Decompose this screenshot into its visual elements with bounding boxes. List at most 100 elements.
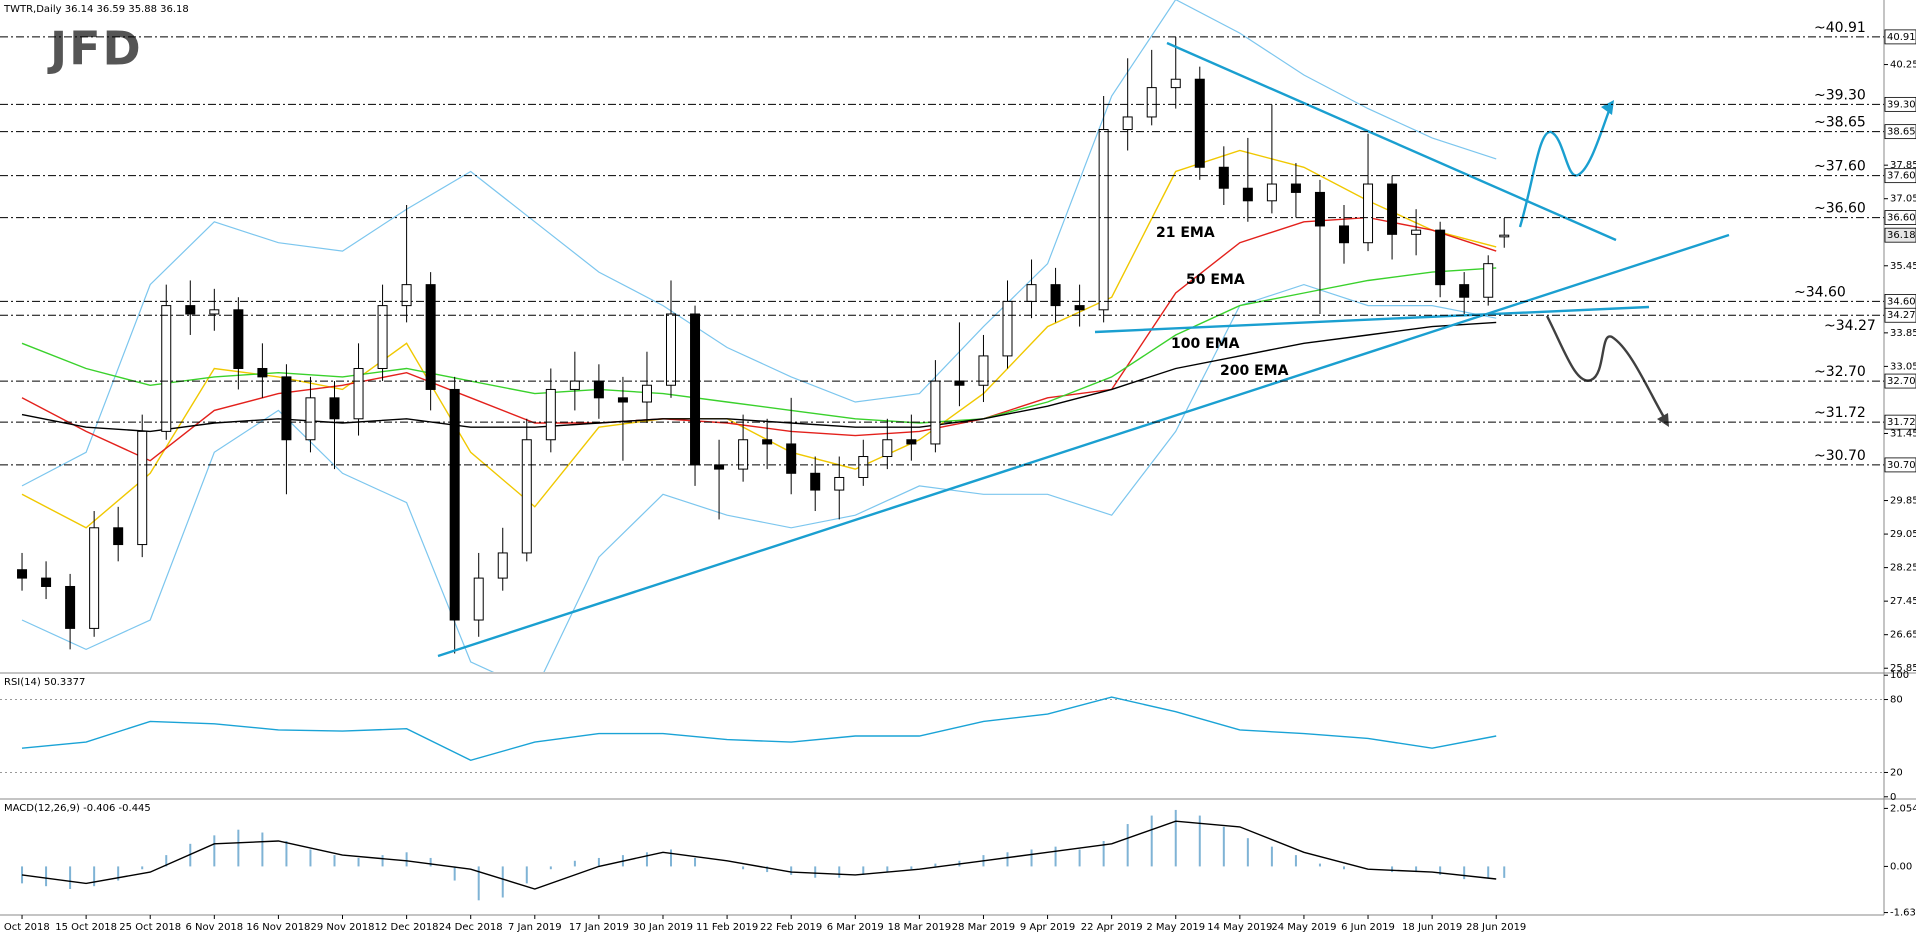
x-tick-label: 28 Mar 2019 [952, 922, 1015, 933]
x-tick-label: 15 Oct 2018 [55, 922, 117, 933]
candle-body [1002, 300, 1013, 357]
candle-body [858, 456, 869, 478]
candle-body [714, 464, 725, 470]
x-tick-label: 6 Jun 2019 [1341, 922, 1395, 933]
candle-body [1242, 187, 1253, 202]
x-tick-label: 28 Jun 2019 [1466, 922, 1526, 933]
candle-body [1194, 78, 1205, 168]
x-tick-label: 12 Dec 2018 [375, 922, 439, 933]
band-line [21, 0, 1497, 487]
y-tick-label: 31.45 [1890, 428, 1916, 439]
candle-body [257, 367, 268, 378]
level-note: ~40.91 [1814, 20, 1866, 36]
candle-body [906, 439, 917, 445]
candle-body [1483, 263, 1494, 298]
candle-body [1411, 229, 1422, 235]
candle-body [377, 305, 388, 369]
candle-body [1499, 234, 1510, 238]
level-box-label: 32.70 [1887, 376, 1916, 387]
candle-body [1074, 305, 1085, 311]
x-tick-label: 7 Jan 2019 [508, 922, 562, 933]
level-box [1884, 414, 1916, 430]
candle-body [1435, 229, 1446, 286]
trend-drawings [437, 41, 1730, 658]
y-tick-label: 33.85 [1890, 328, 1916, 339]
candle-body [1338, 225, 1349, 244]
level-box-label: 36.60 [1887, 213, 1916, 224]
y-tick-label: 37.85 [1890, 160, 1916, 171]
level-box [1884, 168, 1916, 184]
candle-body [185, 305, 196, 315]
candle-body [1266, 183, 1277, 202]
candle-body [1170, 78, 1181, 89]
y-tick-label: 40.25 [1890, 60, 1916, 71]
level-box-label: 39.30 [1887, 99, 1916, 110]
candle-body [545, 388, 556, 441]
band-line [21, 283, 1497, 672]
level-box [1884, 307, 1916, 323]
candle-body [449, 388, 460, 621]
x-tick-label: 24 Dec 2018 [439, 922, 503, 933]
candle-body [137, 430, 148, 546]
arrow-head [1657, 413, 1669, 427]
candle-body [1387, 183, 1398, 235]
x-tick-label: 6 Mar 2019 [827, 922, 884, 933]
candle-body [810, 472, 821, 491]
x-tick-label: 6 Nov 2018 [185, 922, 243, 933]
ema-line [21, 216, 1497, 462]
candle-body [593, 380, 604, 399]
ema-label: 200 EMA [1220, 363, 1289, 379]
candle-body [329, 397, 340, 420]
candle-body [930, 380, 941, 445]
candle-body [473, 577, 484, 621]
level-note: ~34.60 [1794, 284, 1846, 300]
y-tick-label: 20 [1890, 767, 1903, 778]
y-tick-label: 29.85 [1890, 496, 1916, 507]
y-tick-label: 2.054 [1890, 803, 1916, 814]
ema-label: 50 EMA [1186, 272, 1245, 288]
x-tick-label: 29 Nov 2018 [310, 922, 374, 933]
y-tick-label: 25.85 [1890, 663, 1916, 674]
x-tick-label: 11 Feb 2019 [696, 922, 758, 933]
trend-line [437, 233, 1730, 658]
candle-body [65, 585, 76, 629]
y-tick-label: 26.65 [1890, 630, 1916, 641]
last-price-box [1884, 227, 1916, 243]
y-tick-label: 29.05 [1890, 529, 1916, 540]
trend-line [1094, 305, 1650, 334]
level-box-label: 37.60 [1887, 171, 1916, 182]
candle-body [1122, 116, 1133, 131]
x-tick-label: 18 Jun 2019 [1402, 922, 1462, 933]
level-box-label: 34.60 [1887, 296, 1916, 307]
candle-body [978, 355, 989, 386]
ema-label: 21 EMA [1156, 225, 1215, 241]
candle-body [521, 439, 532, 554]
arrow-up [1518, 107, 1612, 228]
candle-body [113, 527, 124, 546]
level-note: ~37.60 [1814, 159, 1866, 175]
candle-body [1218, 166, 1229, 189]
arrow-head [1601, 100, 1614, 115]
level-note: ~32.70 [1814, 364, 1866, 380]
ema-label: 100 EMA [1171, 336, 1240, 352]
x-tick-label: 18 Mar 2019 [888, 922, 951, 933]
level-note: ~30.70 [1814, 448, 1866, 464]
y-tick-label: 35.45 [1890, 261, 1916, 272]
y-tick-label: 0.00 [1890, 861, 1912, 872]
x-tick-label: 25 Oct 2018 [119, 922, 181, 933]
candle-body [1459, 284, 1470, 298]
level-box [1884, 96, 1916, 112]
level-note: ~38.65 [1814, 115, 1866, 131]
candle-body [834, 476, 845, 491]
candle-body [1146, 87, 1157, 118]
x-tick-label: 24 May 2019 [1271, 922, 1336, 933]
level-box-label: 31.72 [1887, 417, 1916, 428]
x-tick-label: 2 May 2019 [1146, 922, 1205, 933]
level-box [1884, 210, 1916, 225]
x-tick-label: 9 Apr 2019 [1020, 922, 1075, 933]
rsi-line [21, 696, 1497, 762]
price-panel [17, 0, 1510, 672]
